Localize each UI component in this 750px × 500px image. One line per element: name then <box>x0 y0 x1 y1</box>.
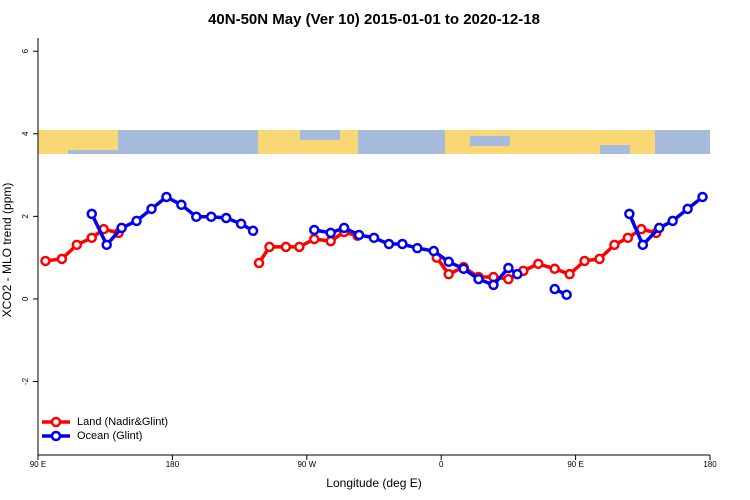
data-point <box>653 222 665 234</box>
data-point <box>458 263 469 275</box>
data-point <box>428 245 439 257</box>
x-tick-label: 0 <box>439 460 444 469</box>
legend-label: Land (Nadir&Glint) <box>77 416 168 428</box>
data-point <box>503 273 514 285</box>
data-point <box>325 227 336 239</box>
data-point <box>40 255 51 267</box>
world-map-strip <box>38 130 710 154</box>
chart-title: 40N-50N May (Ver 10) 2015-01-01 to 2020-… <box>208 11 540 28</box>
y-tick-label: 2 <box>21 214 30 219</box>
data-point <box>191 211 202 223</box>
data-point <box>116 222 127 234</box>
data-point <box>622 232 634 244</box>
data-point <box>253 257 265 269</box>
data-point <box>594 253 605 265</box>
data-point <box>697 191 708 203</box>
data-point <box>443 256 454 268</box>
data-point <box>101 239 112 251</box>
x-tick-label: 180 <box>703 460 717 469</box>
data-point <box>205 211 217 223</box>
data-point <box>294 241 305 253</box>
legend-marker <box>50 416 62 428</box>
data-point <box>383 238 395 250</box>
x-tick-label: 90 W <box>297 460 316 469</box>
data-point <box>368 232 380 244</box>
data-point <box>682 203 693 215</box>
data-point <box>146 203 157 215</box>
y-tick-label: 0 <box>21 296 30 301</box>
data-point <box>56 253 68 265</box>
data-point <box>549 283 560 295</box>
x-tick-label: 180 <box>166 460 180 469</box>
data-point <box>338 222 350 234</box>
data-point <box>280 241 292 253</box>
data-point <box>176 199 187 211</box>
data-point <box>86 208 98 220</box>
y-tick-label: 4 <box>21 131 30 136</box>
data-point <box>549 263 560 275</box>
y-axis-label: XCO2 - MLO trend (ppm) <box>0 183 14 318</box>
y-tick-label: -2 <box>21 377 30 385</box>
data-point <box>353 229 365 241</box>
data-point <box>473 273 484 285</box>
legend-label: Ocean (Glint) <box>77 430 142 442</box>
data-point <box>533 258 544 270</box>
data-point <box>309 233 320 245</box>
data-point <box>247 225 259 237</box>
data-point <box>86 232 98 244</box>
data-point <box>264 241 275 253</box>
data-point <box>397 238 408 250</box>
series-line <box>45 227 657 281</box>
data-point <box>579 255 590 267</box>
data-point <box>161 191 172 203</box>
data-point <box>325 235 336 247</box>
data-point <box>561 289 572 301</box>
legend-marker <box>50 430 62 442</box>
data-point <box>309 224 320 236</box>
x-tick-label: 90 E <box>567 460 583 469</box>
data-point <box>131 215 142 227</box>
data-point <box>220 212 232 224</box>
data-point <box>503 262 514 274</box>
data-point <box>512 268 523 280</box>
y-tick-label: 6 <box>21 48 30 53</box>
x-tick-label: 90 E <box>30 460 46 469</box>
data-point <box>609 239 620 251</box>
data-point <box>667 215 678 227</box>
data-point <box>488 279 499 291</box>
data-point <box>637 239 649 251</box>
data-point <box>71 239 83 251</box>
data-point <box>564 268 575 280</box>
data-point <box>443 268 454 280</box>
data-point <box>235 218 247 230</box>
data-point <box>624 208 635 220</box>
x-axis-label: Longitude (deg E) <box>326 476 421 490</box>
data-point <box>412 242 423 254</box>
